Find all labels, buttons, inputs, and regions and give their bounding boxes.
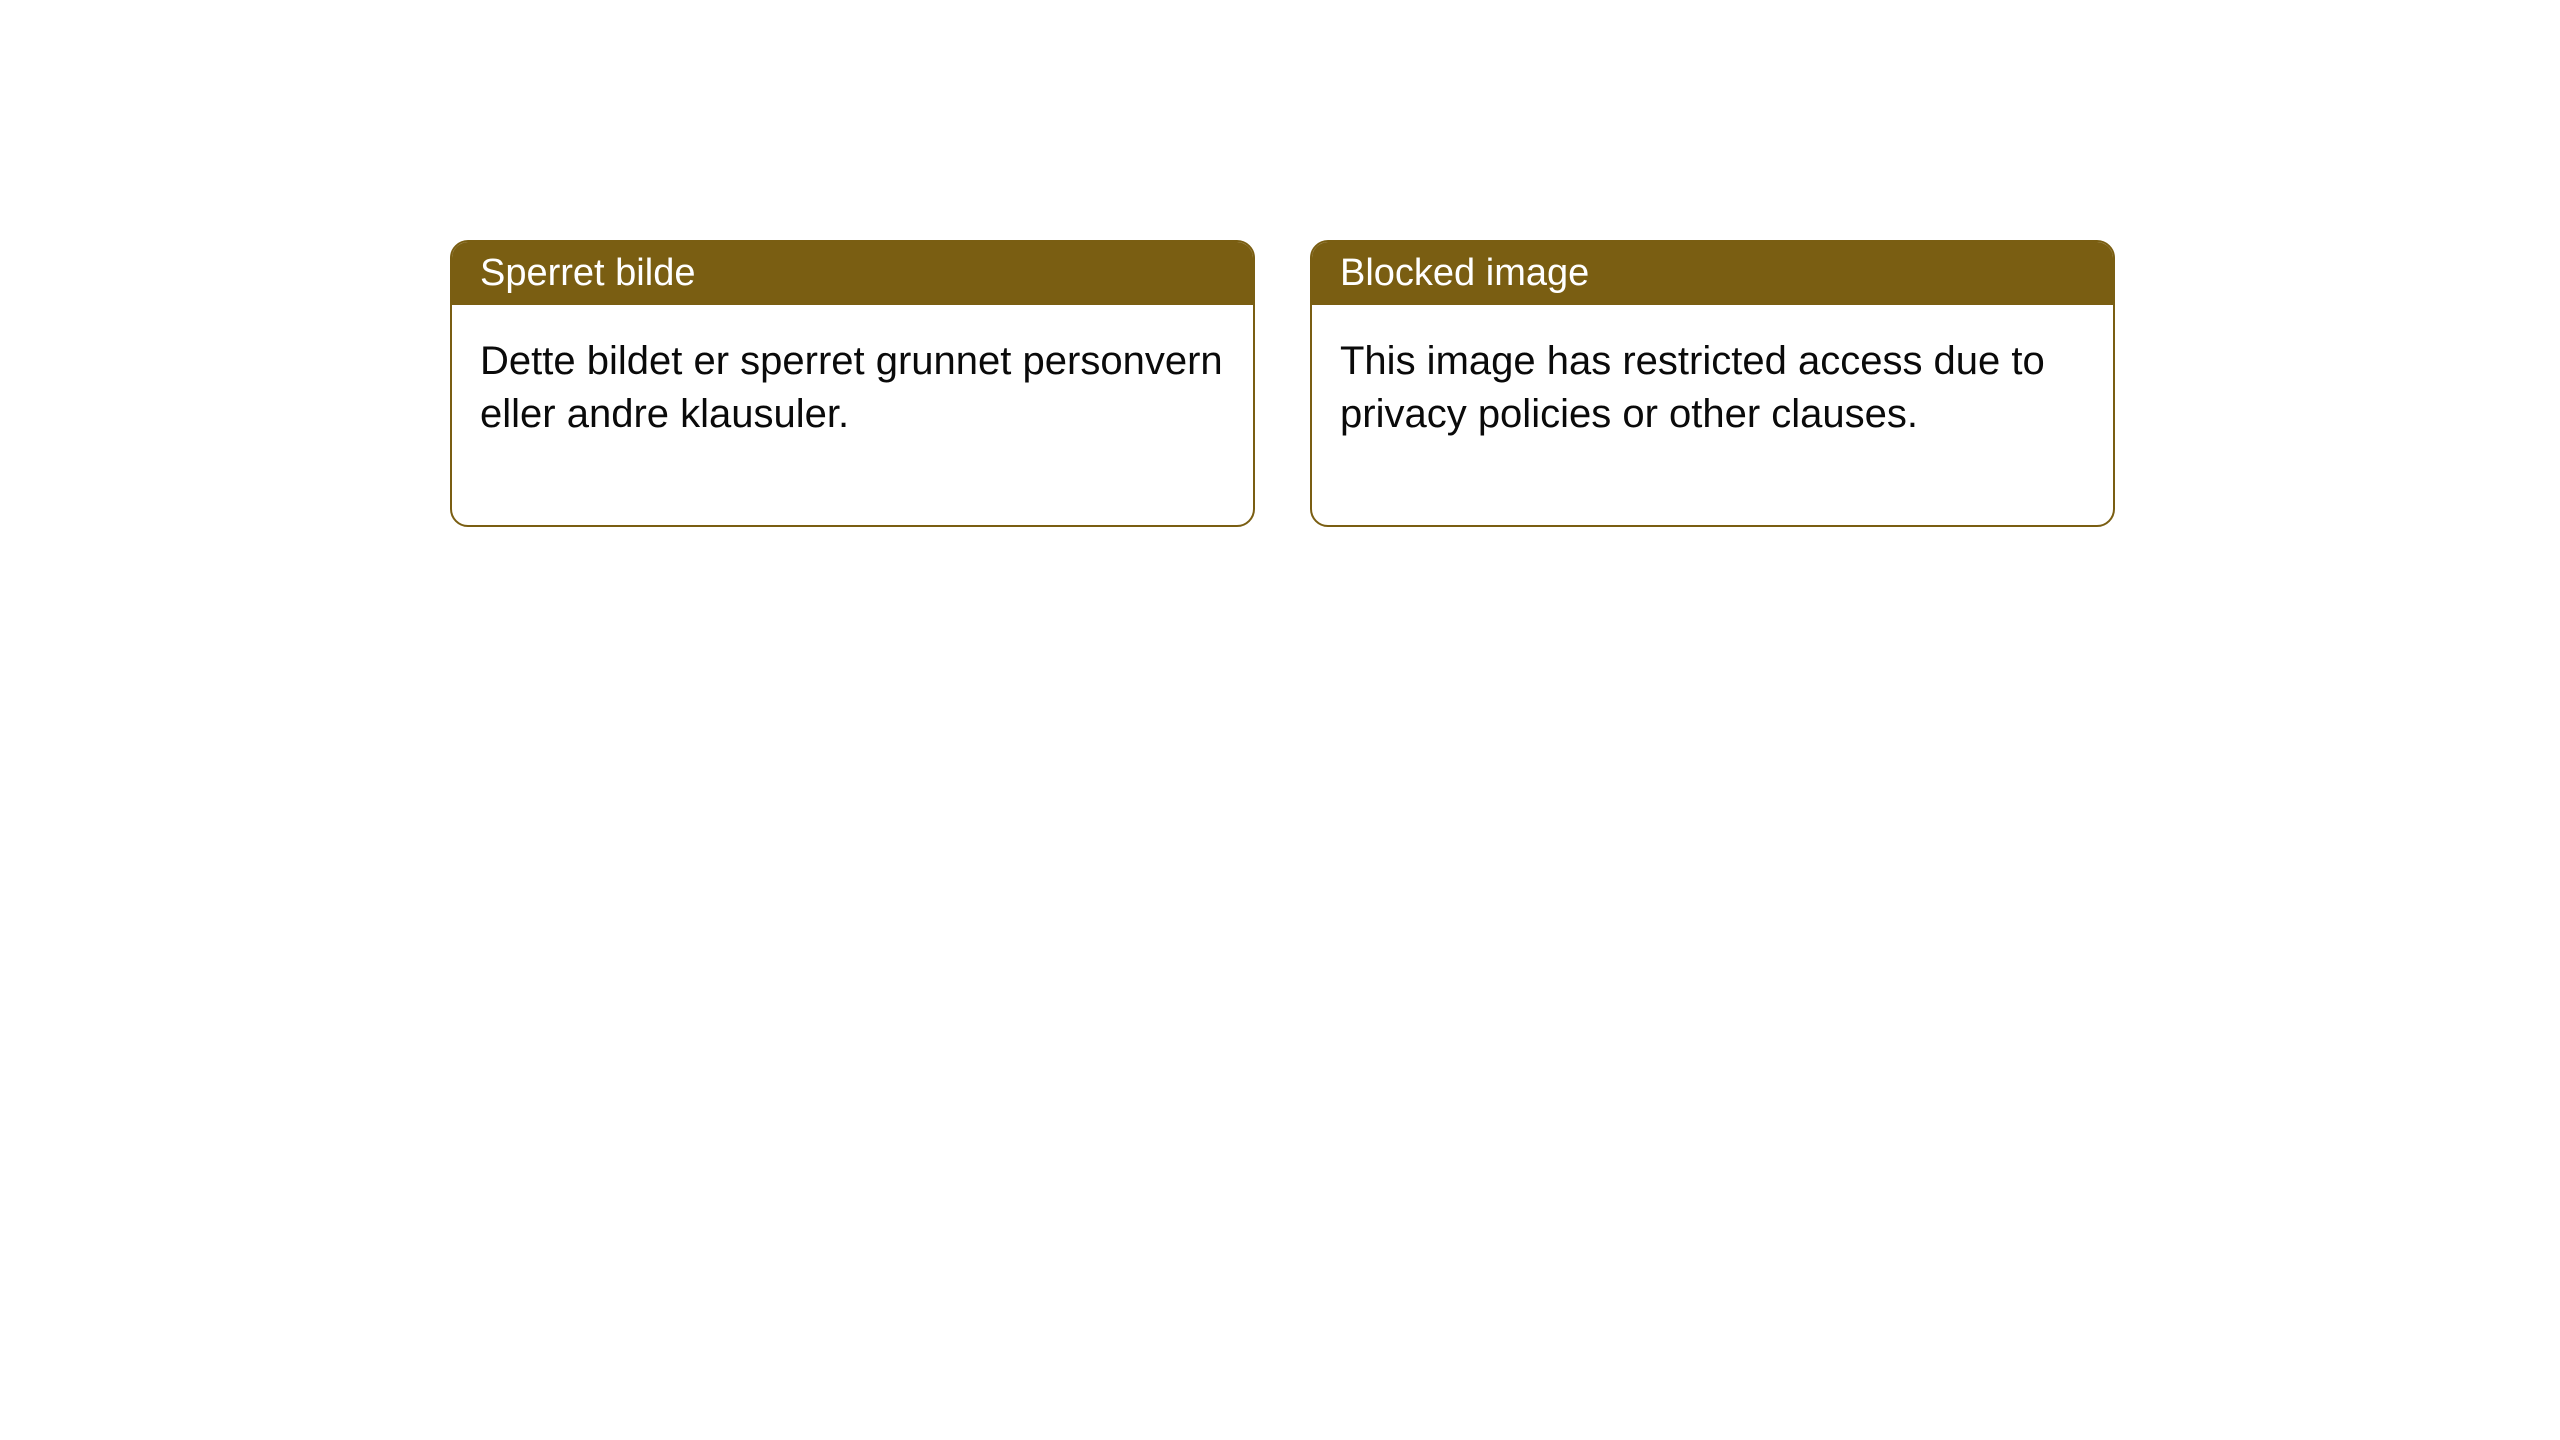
notice-body-norwegian: Dette bildet er sperret grunnet personve…: [452, 305, 1253, 525]
notice-card-norwegian: Sperret bilde Dette bildet er sperret gr…: [450, 240, 1255, 527]
notice-body-english: This image has restricted access due to …: [1312, 305, 2113, 525]
notice-card-english: Blocked image This image has restricted …: [1310, 240, 2115, 527]
notice-header-english: Blocked image: [1312, 242, 2113, 305]
notice-header-norwegian: Sperret bilde: [452, 242, 1253, 305]
notice-container: Sperret bilde Dette bildet er sperret gr…: [450, 240, 2115, 527]
